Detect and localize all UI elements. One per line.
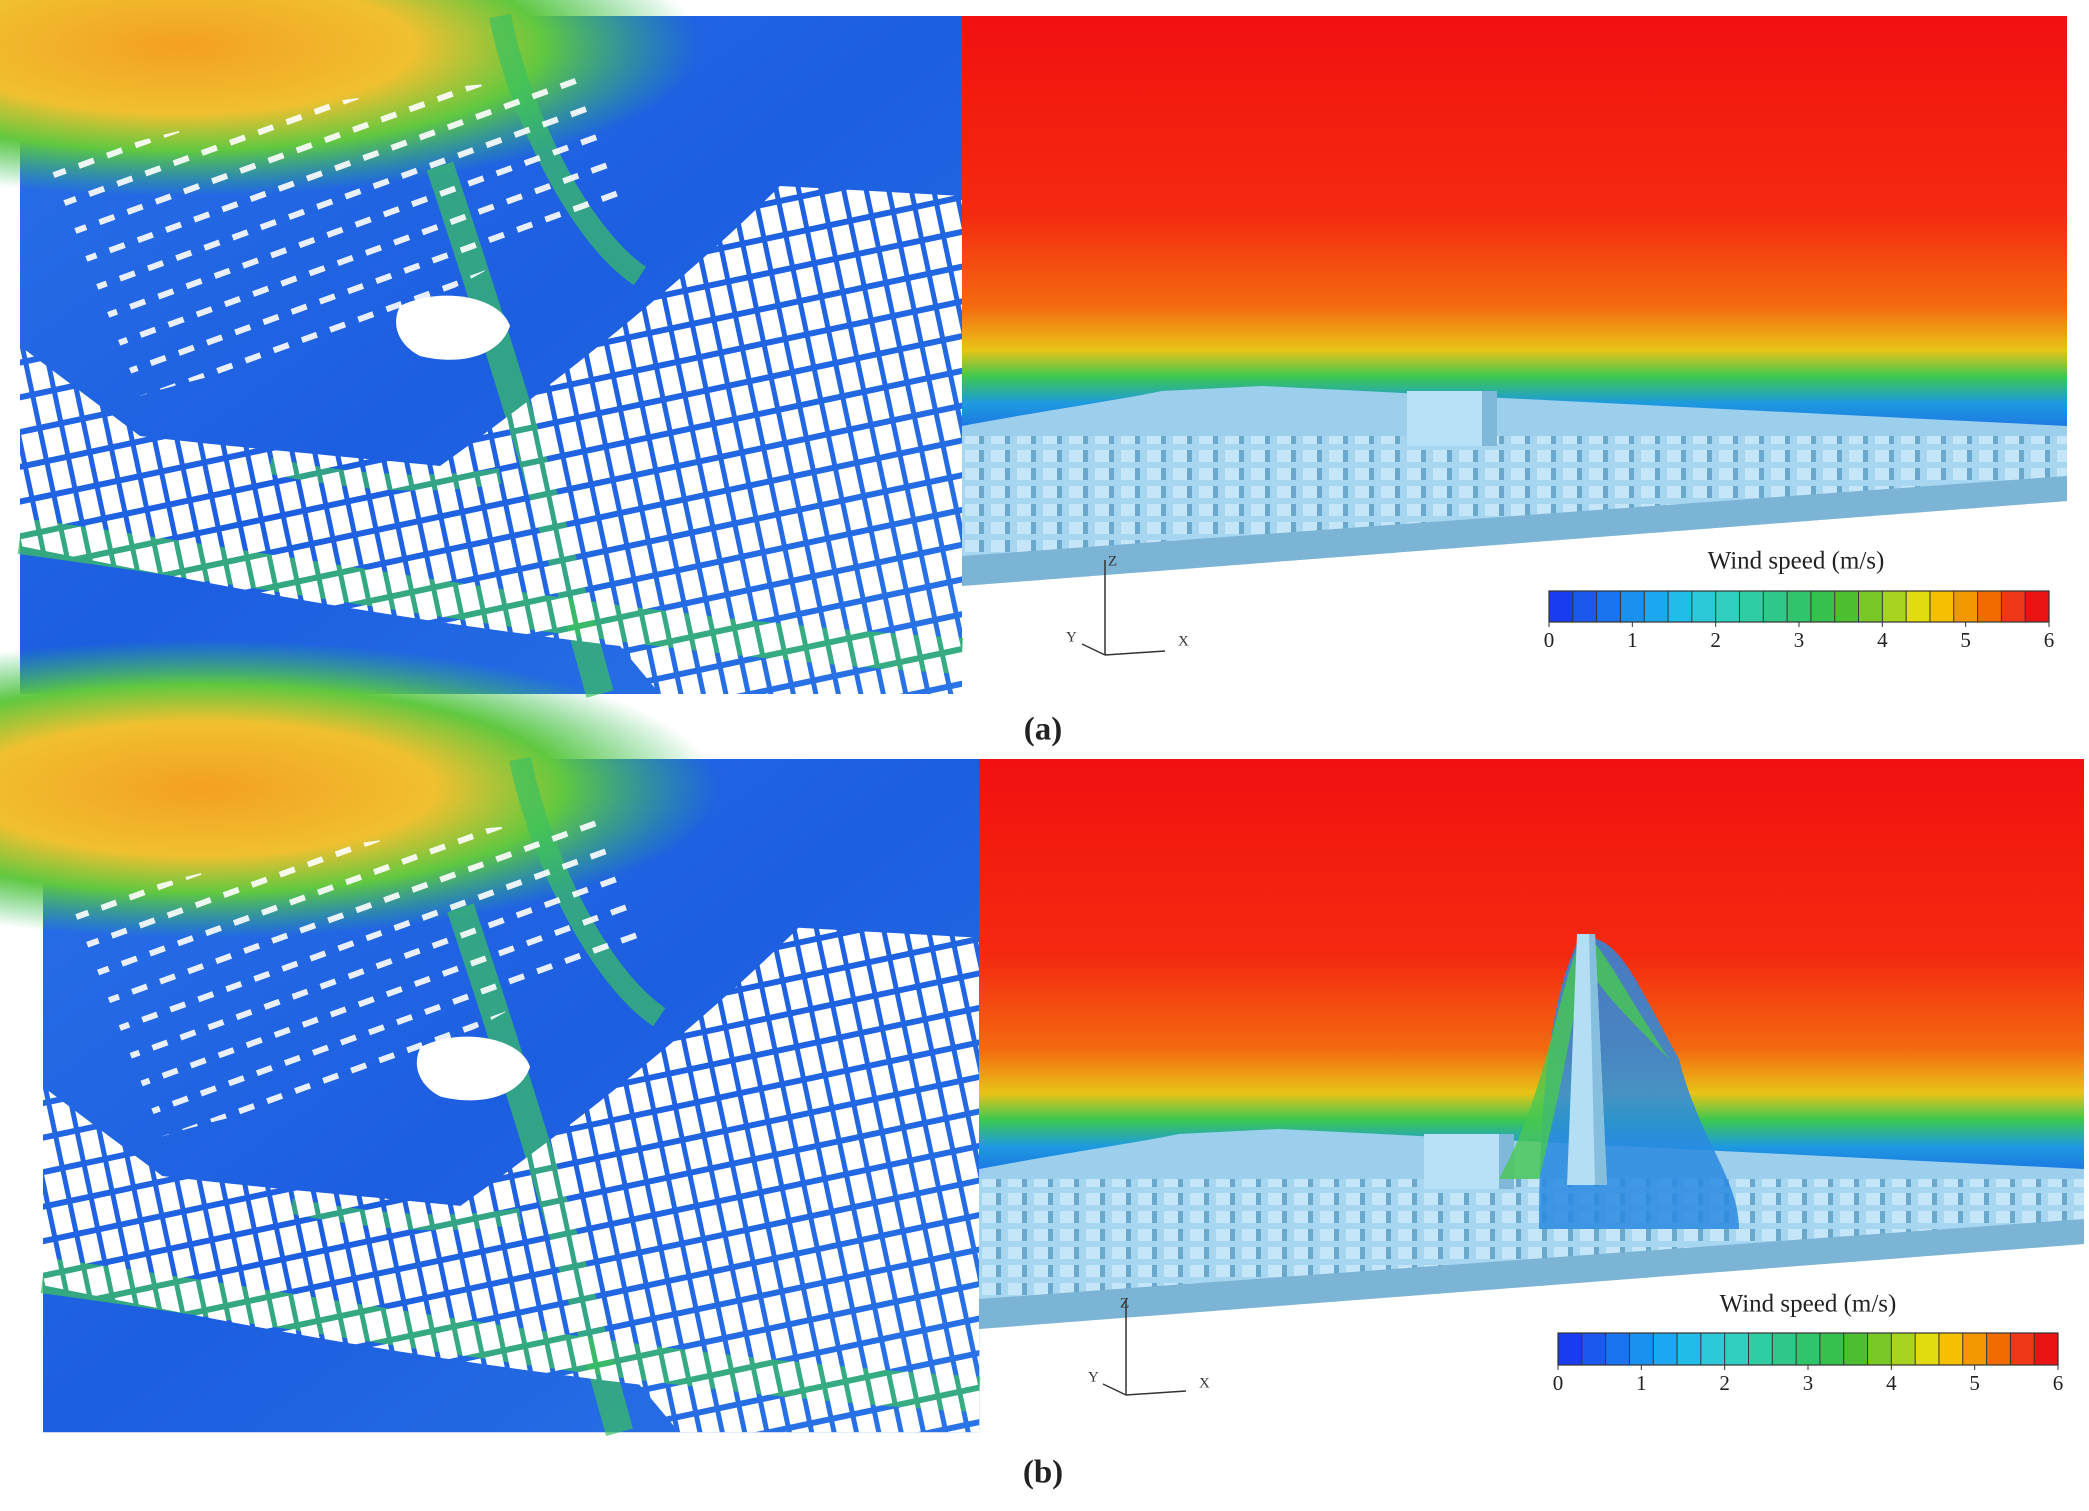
colorbar-cell bbox=[1724, 1333, 1749, 1365]
colorbar-cell bbox=[1977, 591, 2002, 622]
colorbar-cell bbox=[1834, 591, 1860, 622]
colorbar-cell bbox=[1882, 591, 1907, 622]
colorbar-tick-label: 5 bbox=[1960, 628, 1971, 652]
axis-z: Z bbox=[1120, 1295, 1129, 1311]
colorbar-cell bbox=[1810, 591, 1836, 622]
colorbar-cell bbox=[1772, 1333, 1797, 1365]
legend-title: Wind speed (m/s) bbox=[1708, 548, 1885, 575]
colorbar-cell bbox=[1691, 591, 1717, 622]
colorbar-cell bbox=[2001, 591, 2026, 622]
axis-y: Y bbox=[1088, 1369, 1099, 1385]
colorbar-tick-label: 6 bbox=[2053, 1371, 2064, 1395]
colorbar-tick-label: 5 bbox=[1969, 1371, 1980, 1395]
colorbar-tick-label: 2 bbox=[1719, 1371, 1730, 1395]
colorbar-cell bbox=[1605, 1333, 1630, 1365]
colorbar-cell bbox=[1581, 1333, 1607, 1365]
colorbar-cell bbox=[2025, 591, 2050, 622]
colorbar-tick-label: 4 bbox=[1886, 1371, 1897, 1395]
colorbar-cell bbox=[1715, 591, 1740, 622]
panel-b-annotations: Wind speed (m/s) Z Y X (b) bbox=[1023, 1291, 1897, 1491]
colorbar-cell bbox=[1787, 591, 1812, 622]
colorbar-cell bbox=[1549, 591, 1574, 622]
colorbar-cell bbox=[1891, 1333, 1916, 1365]
wind-section bbox=[979, 759, 2084, 1329]
panel-label: (b) bbox=[1023, 1455, 1063, 1491]
colorbar-cell bbox=[1953, 591, 1979, 622]
colorbar-tick-label: 1 bbox=[1636, 1371, 1647, 1395]
colorbar-cell bbox=[1620, 591, 1645, 622]
colorbar-cell bbox=[1858, 591, 1883, 622]
colorbar-cell bbox=[1700, 1333, 1726, 1365]
colorbar-cell bbox=[1819, 1333, 1845, 1365]
wind-map bbox=[0, 640, 979, 1432]
colorbar-tick-label: 0 bbox=[1544, 628, 1555, 652]
colorbar-tick-label: 6 bbox=[2044, 628, 2055, 652]
axes-icon: Z Y X bbox=[1088, 1295, 1210, 1396]
colorbar-cell bbox=[2034, 1333, 2059, 1365]
colorbar-cell bbox=[1929, 591, 1955, 622]
wind-section bbox=[962, 16, 2067, 586]
colorbar-cell bbox=[1629, 1333, 1654, 1365]
legend-title: Wind speed (m/s) bbox=[1720, 1291, 1897, 1318]
colorbar-cell bbox=[1668, 591, 1693, 622]
colorbar-cell bbox=[1906, 591, 1931, 622]
colorbar-tick-label: 3 bbox=[1794, 628, 1805, 652]
colorbar-tick-label: 4 bbox=[1877, 628, 1888, 652]
panel-a-annotations: Wind speed (m/s) Z Y X (a) bbox=[1024, 548, 1885, 748]
colorbar-tick-label: 3 bbox=[1803, 1371, 1814, 1395]
colorbar-cell bbox=[1986, 1333, 2011, 1365]
panel-label: (a) bbox=[1024, 712, 1062, 748]
colorbar-cell bbox=[1572, 591, 1598, 622]
axis-x: X bbox=[1199, 1375, 1210, 1391]
colorbar-cell bbox=[1739, 591, 1764, 622]
axes-icon: Z Y X bbox=[1066, 553, 1189, 656]
colorbar-cell bbox=[1558, 1333, 1583, 1365]
colorbar-cell bbox=[1763, 591, 1788, 622]
colorbar-cell bbox=[1938, 1333, 1964, 1365]
colorbar-cell bbox=[1596, 591, 1621, 622]
colorbar-cell bbox=[1644, 591, 1669, 622]
colorbar-cell bbox=[2010, 1333, 2035, 1365]
colorbar-cell bbox=[1748, 1333, 1773, 1365]
colorbar-cell bbox=[1796, 1333, 1821, 1365]
colorbar-cell bbox=[1677, 1333, 1702, 1365]
colorbar-tick-label: 2 bbox=[1710, 628, 1721, 652]
colorbar-cell bbox=[1962, 1333, 1988, 1365]
colorbar-tick-label: 1 bbox=[1627, 628, 1638, 652]
wind-map bbox=[0, 0, 962, 694]
colorbar-cell bbox=[1867, 1333, 1892, 1365]
axis-x: X bbox=[1178, 633, 1189, 649]
axis-z: Z bbox=[1108, 553, 1117, 569]
colorbar-cell bbox=[1843, 1333, 1869, 1365]
colorbar-cell bbox=[1915, 1333, 1940, 1365]
colorbar-cell bbox=[1653, 1333, 1678, 1365]
colorbar-tick-label: 0 bbox=[1553, 1371, 1564, 1395]
axis-y: Y bbox=[1066, 629, 1077, 645]
